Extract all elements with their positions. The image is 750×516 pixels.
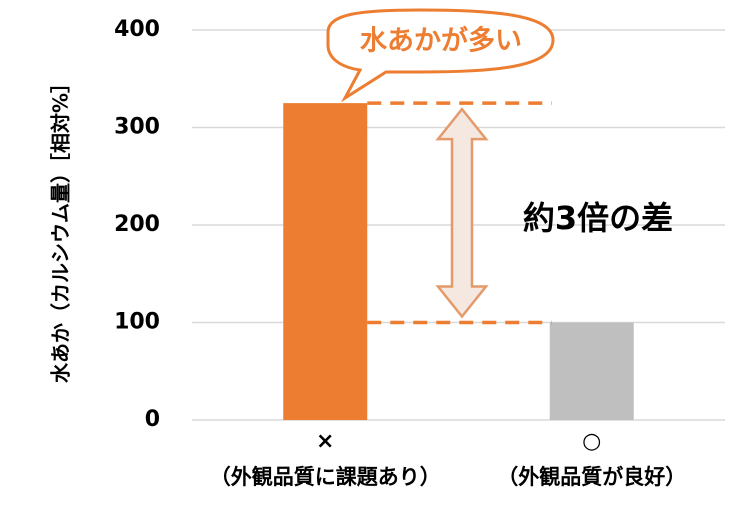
y-tick-label: 0 xyxy=(145,407,160,432)
double-arrow xyxy=(435,107,489,319)
y-tick-label: 300 xyxy=(114,115,160,140)
bar xyxy=(549,322,634,420)
y-tick-label: 200 xyxy=(114,212,160,237)
bar xyxy=(283,103,368,420)
callout-bubble xyxy=(326,8,555,103)
annotation: 約3倍の差 xyxy=(523,199,673,237)
y-tick-label: 400 xyxy=(114,17,160,42)
x-tick-label: ○ xyxy=(582,429,601,454)
x-tick-note: （外観品質に課題あり） xyxy=(210,465,441,489)
x-tick-label: × xyxy=(316,429,334,454)
y-tick-label: 100 xyxy=(114,310,160,335)
callout-text: 水あかが多い xyxy=(360,25,522,57)
x-tick-note: （外観品質が良好） xyxy=(497,465,686,489)
y-axis-label: 水あか（カルシウム量）［相対%］ xyxy=(49,73,73,383)
